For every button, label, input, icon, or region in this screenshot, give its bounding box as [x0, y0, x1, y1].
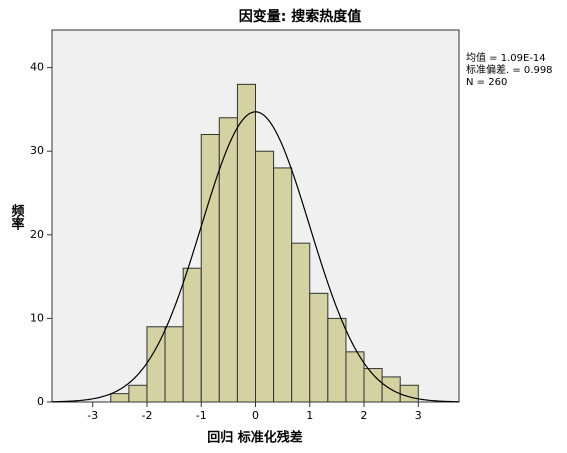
y-tick-label: 40 — [30, 61, 44, 74]
bar — [399, 384, 419, 403]
x-axis-label: 回归 标准化残差 — [207, 430, 303, 446]
bar — [291, 242, 311, 403]
bar — [309, 292, 329, 403]
x-tick-label: 0 — [252, 409, 259, 422]
bar — [200, 133, 220, 403]
stat-label: 标准偏差. = 0.998 — [466, 63, 553, 76]
x-tick-label: -2 — [141, 409, 152, 422]
bar — [363, 368, 383, 403]
bar — [164, 326, 184, 403]
bar — [273, 167, 293, 403]
bar — [255, 150, 275, 403]
y-tick-label: 10 — [30, 311, 44, 324]
x-tick-label: 3 — [415, 409, 422, 422]
bar — [182, 267, 202, 403]
x-tick-label: -3 — [87, 409, 98, 422]
x-tick-label: 2 — [361, 409, 368, 422]
y-tick-label: 0 — [37, 395, 44, 408]
bar — [110, 393, 130, 403]
y-tick-label: 20 — [30, 228, 44, 241]
y-axis-label: 频率 — [9, 203, 25, 231]
normal-curve — [51, 111, 460, 403]
bar — [146, 326, 166, 403]
bar — [327, 317, 347, 403]
bar — [128, 384, 148, 403]
bar — [218, 117, 238, 403]
bar — [236, 83, 256, 403]
chart-title: 因变量: 搜索热度值 — [239, 8, 361, 25]
x-tick-label: 1 — [306, 409, 313, 422]
stat-label: 均值 = 1.09E-14 — [466, 51, 546, 64]
stat-label: N = 260 — [466, 77, 507, 88]
y-tick-label: 30 — [30, 144, 44, 157]
x-tick-label: -1 — [196, 409, 207, 422]
